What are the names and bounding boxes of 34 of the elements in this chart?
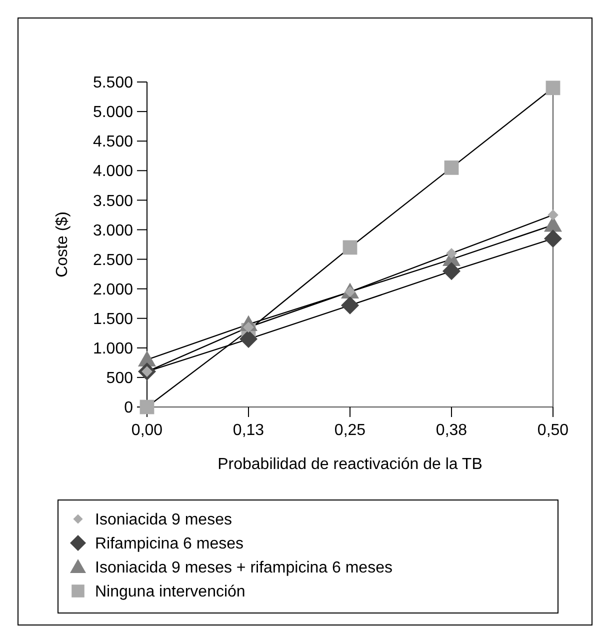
x-tick-label: 0,13 bbox=[232, 422, 264, 439]
y-tick-label: 4.000 bbox=[92, 163, 134, 180]
y-tick-label: 3.000 bbox=[92, 222, 134, 240]
y-tick-label: 2.500 bbox=[92, 252, 134, 269]
y-tick-label: 500 bbox=[106, 370, 134, 388]
y-tick-label: 5.500 bbox=[92, 74, 134, 92]
y-tick-label: 1.000 bbox=[92, 340, 134, 358]
y-tick-label: 5.000 bbox=[92, 104, 134, 122]
legend-label: Isoniacida 9 meses + rifampicina 6 meses bbox=[95, 560, 392, 577]
point bbox=[546, 80, 560, 96]
point bbox=[442, 262, 460, 280]
point bbox=[240, 330, 258, 348]
point bbox=[544, 230, 562, 248]
point bbox=[548, 210, 558, 220]
point bbox=[140, 400, 154, 414]
x-axis-title: Probabilidad de reactivación de la TB bbox=[218, 456, 482, 473]
point bbox=[444, 160, 459, 175]
point bbox=[342, 240, 358, 255]
y-tick-label: 0 bbox=[124, 400, 134, 417]
point bbox=[138, 350, 156, 366]
x-tick-label: 0,38 bbox=[436, 422, 468, 439]
legend-label: Isoniacida 9 meses bbox=[95, 512, 232, 529]
y-tick-label: 2.000 bbox=[92, 281, 134, 298]
y-tick-label: 4.500 bbox=[92, 134, 134, 151]
x-tick-label: 0,00 bbox=[131, 422, 163, 439]
point bbox=[446, 248, 457, 259]
legend-label: Rifampicina 6 meses bbox=[95, 536, 244, 553]
y-axis-title: Coste ($) bbox=[54, 212, 71, 278]
y-tick-label: 1.500 bbox=[92, 310, 134, 328]
point bbox=[341, 296, 359, 314]
legend-label: Ninguna intervención bbox=[95, 584, 246, 601]
x-tick-label: 0,50 bbox=[537, 422, 569, 439]
x-tick-label: 0,25 bbox=[334, 422, 366, 439]
y-tick-label: 3.500 bbox=[92, 192, 134, 210]
